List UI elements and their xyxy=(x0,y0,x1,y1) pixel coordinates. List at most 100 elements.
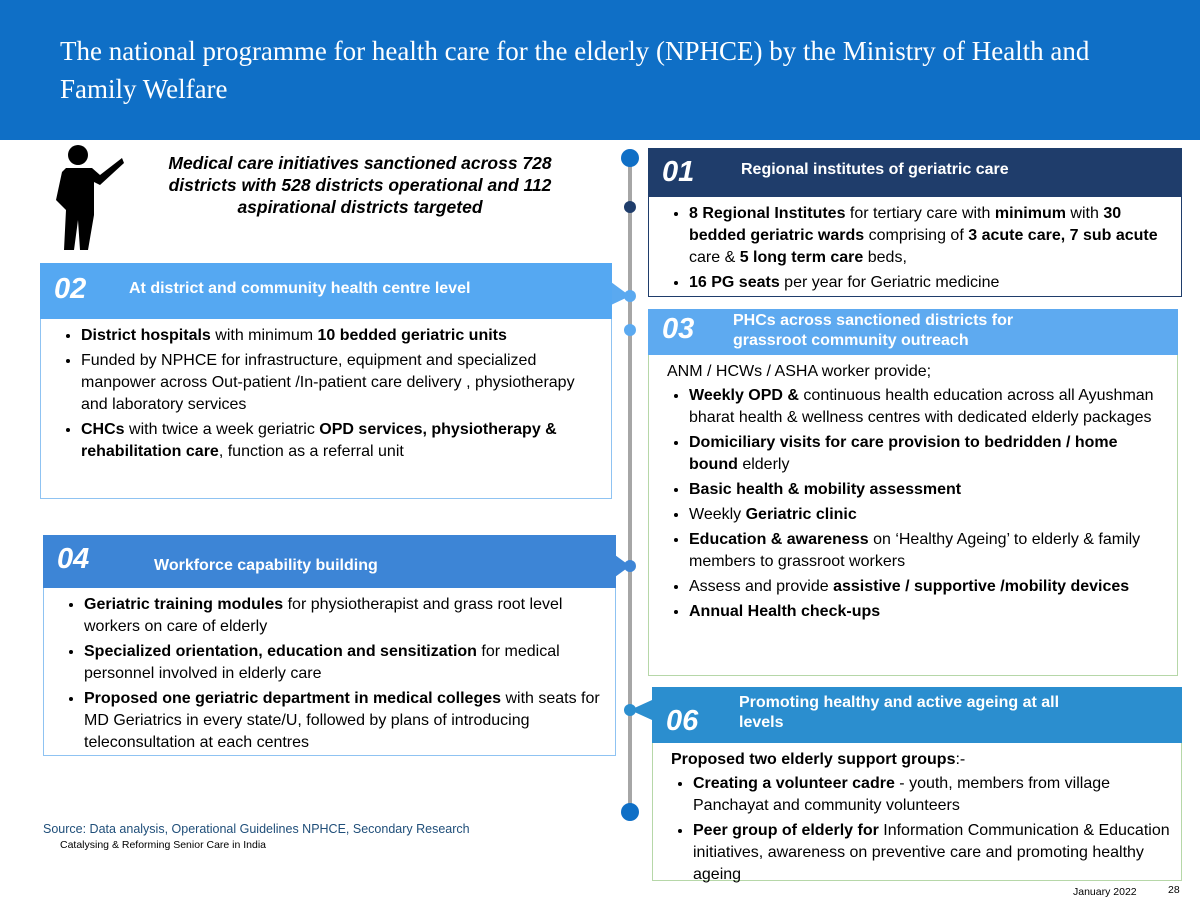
bold-text: 16 PG seats xyxy=(689,274,780,291)
bold-text: Annual Health check-ups xyxy=(689,603,881,620)
text: ANM / HCWs / ASHA worker provide; xyxy=(667,363,932,380)
bullet: CHCs with twice a week geriatric OPD ser… xyxy=(81,419,601,463)
text: Assess and provide xyxy=(689,578,834,595)
lead-text: Proposed two elderly support groups:- xyxy=(671,749,1171,771)
bullet: 16 PG seats per year for Geriatric medic… xyxy=(689,272,1171,294)
section-box: 01 Regional institutes of geriatric care 8… xyxy=(648,148,1182,297)
bullet: Assess and provide assistive / supportiv… xyxy=(689,576,1167,598)
bullet-list: 8 Regional Institutes for tertiary care … xyxy=(667,203,1171,294)
section-header: 04 Workforce capability building xyxy=(43,535,616,588)
bold-text: Domiciliary visits for care provision to… xyxy=(689,434,1118,473)
text: Weekly xyxy=(689,506,746,523)
bold-text: Basic health & mobility assessment xyxy=(689,481,962,498)
bold-text: minimum xyxy=(994,205,1066,222)
section-body: Proposed two elderly support groups:-Cre… xyxy=(652,743,1182,883)
section-title: At district and community health centre … xyxy=(129,280,471,297)
bullet: Education & awareness on ‘Healthy Ageing… xyxy=(689,529,1167,573)
bold-text: 5 long term care xyxy=(739,249,864,266)
text: for physiotherapist and grass root level… xyxy=(84,596,563,635)
bold-text: Creating a volunteer cadre xyxy=(693,775,895,792)
bold-text: Education & awareness xyxy=(689,531,869,548)
bullet: Specialized orientation, education and s… xyxy=(84,641,605,685)
slide-title: The national programme for health care f… xyxy=(60,36,1090,104)
section-header: 01 Regional institutes of geriatric care xyxy=(648,148,1182,197)
bold-text: Proposed two elderly support groups xyxy=(671,751,956,768)
bold-text: Geriatric training modules xyxy=(84,596,284,613)
bullet: Funded by NPHCE for infrastructure, equi… xyxy=(81,350,601,416)
section-header: 02 At district and community health centr… xyxy=(40,263,612,319)
section-body: District hospitals with minimum 10 bedde… xyxy=(40,319,612,499)
source: Source: Data analysis, Operational Guide… xyxy=(43,822,470,836)
bold-text: 30 bedded geriatric wards xyxy=(689,205,1122,244)
bullet-list: District hospitals with minimum 10 bedde… xyxy=(59,325,601,463)
section-title: Regional institutes of geriatric care xyxy=(741,161,1009,178)
section-header: 03 PHCs across sanctioned districts for g… xyxy=(648,309,1178,355)
page-number: 28 xyxy=(1168,884,1180,896)
section-body: 8 Regional Institutes for tertiary care … xyxy=(648,197,1182,297)
bold-text: CHCs xyxy=(81,421,125,438)
bullet: Weekly OPD & continuous health education… xyxy=(689,385,1167,429)
text: elderly xyxy=(737,456,790,473)
bold-text: Weekly OPD & xyxy=(689,387,799,404)
bullet: Proposed one geriatric department in med… xyxy=(84,688,605,754)
text: Funded by NPHCE for infrastructure, equi… xyxy=(81,352,575,413)
bullet: District hospitals with minimum 10 bedde… xyxy=(81,325,601,347)
date: January 2022 xyxy=(1073,886,1137,898)
text: :- xyxy=(955,751,966,768)
section-number: 02 xyxy=(54,273,87,305)
text: with seats for MD Geriatrics in every st… xyxy=(84,690,600,751)
footer-subtitle: Catalysing & Reforming Senior Care in In… xyxy=(60,839,267,851)
section-number: 03 xyxy=(662,313,695,345)
section-number: 06 xyxy=(666,705,699,737)
section-body: ANM / HCWs / ASHA worker provide; Weekly … xyxy=(648,355,1178,676)
header-band: The national programme for health care f… xyxy=(0,0,1200,140)
section-number: 04 xyxy=(57,543,90,575)
text: for medical personnel involved in elderl… xyxy=(84,643,560,682)
bullet-list: Creating a volunteer cadre - youth, memb… xyxy=(671,773,1171,886)
text: - youth, members from village Panchayat … xyxy=(693,775,1111,814)
bold-text: 8 Regional Institutes xyxy=(689,205,846,222)
section-body: Geriatric training modules for physiothe… xyxy=(43,588,616,756)
bold-text: assistive / supportive /mobility devices xyxy=(833,578,1130,595)
bold-text: 10 bedded geriatric units xyxy=(317,327,507,344)
section-title: Workforce capability building xyxy=(154,557,378,574)
bullet: Annual Health check-ups xyxy=(689,601,1167,623)
lead-text: ANM / HCWs / ASHA worker provide; xyxy=(667,361,1167,383)
text: with xyxy=(1065,205,1104,222)
text: continuous health education across all A… xyxy=(689,387,1154,426)
section-box: 03 PHCs across sanctioned districts for g… xyxy=(648,309,1178,676)
bold-text: District hospitals xyxy=(81,327,211,344)
text: beds, xyxy=(863,249,907,266)
bold-text: Geriatric clinic xyxy=(745,506,857,523)
text: Information Communication & Education in… xyxy=(693,822,1170,883)
bullet-list: Geriatric training modules for physiothe… xyxy=(62,594,605,754)
text: for tertiary care with xyxy=(845,205,995,222)
bullet: Peer group of elderly for Information Co… xyxy=(693,820,1171,886)
section-box: 06 Promoting healthy and active ageing at… xyxy=(652,687,1182,883)
bullet: Domiciliary visits for care provision to… xyxy=(689,432,1167,476)
bullet: Geriatric training modules for physiothe… xyxy=(84,594,605,638)
bullet: Creating a volunteer cadre - youth, memb… xyxy=(693,773,1171,817)
text: care & xyxy=(689,249,740,266)
text: on ‘Healthy Ageing’ to elderly & family … xyxy=(689,531,1141,570)
bold-text: 3 acute care, 7 sub acute xyxy=(968,227,1158,244)
bold-text: Peer group of elderly for xyxy=(693,822,879,839)
section-title: PHCs across sanctioned districts for gra… xyxy=(733,312,1014,349)
bold-text: Proposed one geriatric department in med… xyxy=(84,690,502,707)
text: per year for Geriatric medicine xyxy=(779,274,1000,291)
bullet: Basic health & mobility assessment xyxy=(689,479,1167,501)
text: comprising of xyxy=(864,227,969,244)
bullet-list: Weekly OPD & continuous health education… xyxy=(667,385,1167,623)
person-icon xyxy=(56,145,124,250)
intro-text: Medical care initiatives sanctioned acro… xyxy=(168,153,552,217)
section-title: Promoting healthy and active ageing at a… xyxy=(739,694,1060,731)
text: with twice a week geriatric xyxy=(124,421,320,438)
bold-text: Specialized orientation, education and s… xyxy=(84,643,477,660)
text: , function as a referral unit xyxy=(218,443,404,460)
section-header: 06 Promoting healthy and active ageing at… xyxy=(652,687,1182,743)
section-box: 04 Workforce capability building Geriatric… xyxy=(43,535,616,756)
text: with minimum xyxy=(210,327,318,344)
section-number: 01 xyxy=(662,156,695,188)
